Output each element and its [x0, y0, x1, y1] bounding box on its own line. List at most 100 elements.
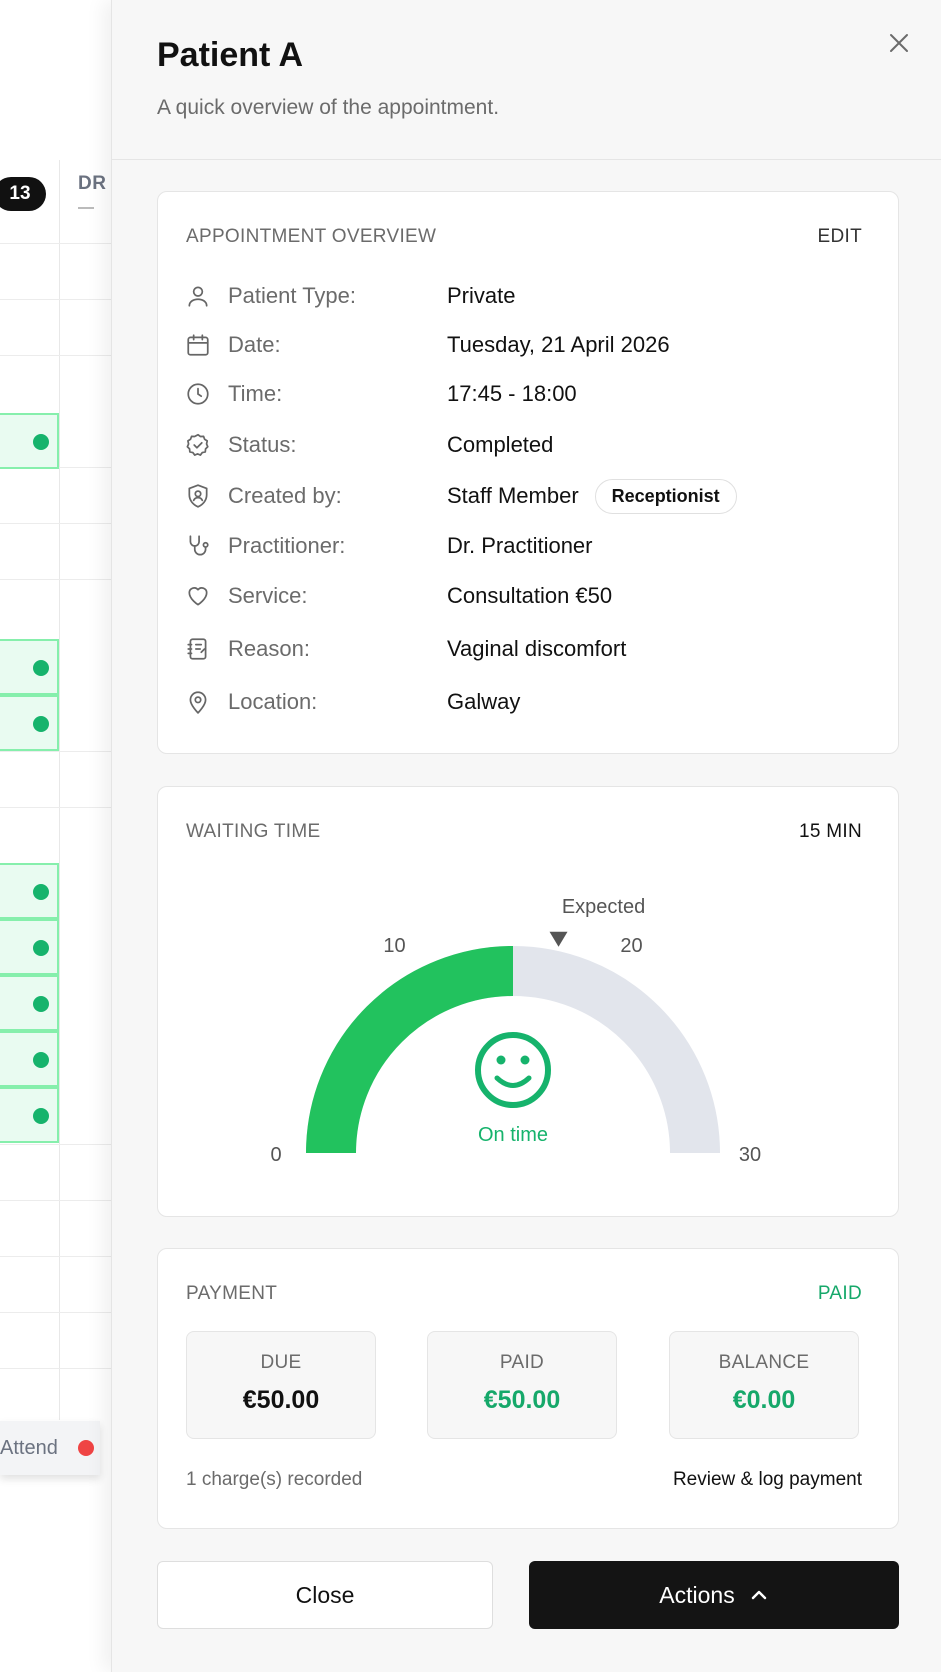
drawer-subtitle: A quick overview of the appointment.	[157, 96, 500, 119]
clock-icon	[184, 380, 212, 408]
grid-line	[0, 355, 113, 356]
appointment-slot[interactable]	[0, 975, 59, 1031]
creator-name: Staff Member	[447, 483, 579, 508]
appointment-slot[interactable]	[0, 1031, 59, 1087]
balance-value: €0.00	[732, 1386, 796, 1414]
detail-label: Date:	[228, 332, 281, 357]
smiley-icon	[475, 1032, 551, 1108]
detail-label: Status:	[228, 432, 297, 457]
detail-label: Created by:	[228, 483, 342, 508]
grid-line	[0, 243, 113, 244]
actions-button[interactable]: Actions	[529, 1561, 899, 1629]
appointment-slot[interactable]	[0, 863, 59, 919]
appointment-slot[interactable]	[0, 919, 59, 975]
detail-value: Dr. Practitioner	[447, 533, 593, 558]
legend-label: Attend	[0, 1436, 58, 1459]
appointment-slot[interactable]	[0, 1087, 59, 1143]
detail-row-created-by: Created by: Staff Member Receptionist	[184, 478, 874, 514]
legend-red-dot	[77, 1440, 94, 1456]
map-pin-icon	[184, 688, 212, 716]
waiting-heading: WAITING TIME	[186, 821, 321, 842]
day-badge[interactable]: 13	[0, 177, 46, 211]
column-header: DR	[78, 173, 107, 194]
detail-label: Location:	[228, 689, 318, 714]
shield-user-icon	[184, 482, 212, 510]
expected-marker	[549, 931, 568, 947]
detail-value: Staff Member Receptionist	[447, 478, 737, 514]
charges-note: 1 charge(s) recorded	[186, 1469, 363, 1490]
balance-label: BALANCE	[718, 1352, 810, 1373]
column-header-underline	[78, 207, 94, 209]
detail-label: Reason:	[228, 636, 310, 661]
status-dot	[33, 716, 49, 732]
status-dot	[33, 434, 49, 450]
detail-row-time: Time: 17:45 - 18:00	[184, 376, 874, 412]
appointment-slot[interactable]	[0, 695, 59, 751]
detail-row-status: Status: Completed	[184, 427, 874, 463]
grid-line	[0, 523, 113, 524]
on-time-label: On time	[478, 1124, 548, 1146]
grid-line	[0, 1368, 113, 1369]
appointment-slot[interactable]	[0, 413, 59, 469]
paid-value: €50.00	[483, 1386, 561, 1414]
detail-label: Service:	[228, 583, 308, 608]
gauge-tick-label: 20	[620, 935, 642, 957]
notebook-icon	[184, 635, 212, 663]
drawer-title: Patient A	[157, 36, 304, 74]
detail-row-practitioner: Practitioner: Dr. Practitioner	[184, 528, 874, 564]
detail-value: Galway	[447, 689, 521, 714]
waiting-gauge: Expected 0 10 20 30 On time	[270, 896, 761, 1166]
status-dot	[33, 940, 49, 956]
status-dot	[33, 996, 49, 1012]
grid-line	[0, 299, 113, 300]
appointment-drawer: Patient A A quick overview of the appoin…	[111, 0, 941, 1672]
appointment-overview-card: APPOINTMENT OVERVIEW EDIT Patient Type: …	[157, 191, 899, 754]
heart-icon	[184, 582, 212, 610]
overview-heading: APPOINTMENT OVERVIEW	[186, 226, 437, 247]
paid-box: PAID €50.00	[427, 1331, 617, 1439]
payment-status-badge: PAID	[817, 1283, 862, 1304]
grid-line	[0, 1144, 113, 1145]
detail-row-reason: Reason: Vaginal discomfort	[184, 631, 874, 667]
status-dot	[33, 1052, 49, 1068]
paid-label: PAID	[499, 1352, 545, 1373]
drawer-header: Patient A A quick overview of the appoin…	[112, 0, 941, 160]
due-label: DUE	[260, 1352, 302, 1373]
edit-button[interactable]: EDIT	[817, 226, 862, 247]
detail-value: Vaginal discomfort	[447, 636, 627, 661]
detail-value: Private	[447, 283, 516, 308]
detail-row-location: Location: Galway	[184, 684, 874, 720]
role-badge: Receptionist	[594, 478, 737, 514]
detail-row-date: Date: Tuesday, 21 April 2026	[184, 327, 874, 363]
grid-line	[0, 1312, 113, 1313]
grid-line	[0, 1256, 113, 1257]
detail-label: Practitioner:	[228, 533, 346, 558]
due-value: €50.00	[242, 1386, 320, 1414]
gauge-tick-label: 30	[739, 1144, 761, 1166]
review-payment-link[interactable]: Review & log payment	[672, 1469, 862, 1490]
grid-line	[0, 751, 113, 752]
detail-value: Tuesday, 21 April 2026	[447, 332, 670, 357]
expected-label: Expected	[562, 896, 645, 918]
calendar-background: 13 DR Attend	[0, 0, 113, 1672]
grid-line	[0, 807, 113, 808]
detail-label: Patient Type:	[228, 283, 357, 308]
status-dot	[33, 1108, 49, 1124]
status-dot	[33, 660, 49, 676]
gauge-tick-label: 0	[270, 1144, 281, 1166]
detail-row-patient-type: Patient Type: Private	[184, 278, 874, 314]
close-button[interactable]: Close	[157, 1561, 493, 1629]
detail-value: 17:45 - 18:00	[447, 381, 577, 406]
payment-card: PAYMENT PAID DUE €50.00 PAID €50.00 BALA…	[157, 1248, 899, 1529]
waiting-value: 15 MIN	[798, 821, 862, 842]
payment-heading: PAYMENT	[186, 1283, 278, 1304]
grid-line	[0, 579, 113, 580]
close-icon[interactable]	[886, 30, 912, 56]
appointment-slot[interactable]	[0, 639, 59, 695]
detail-value: Completed	[447, 432, 554, 457]
status-legend: Attend	[0, 1421, 100, 1475]
grid-divider	[59, 160, 60, 1420]
detail-row-service: Service: Consultation €50	[184, 578, 874, 614]
detail-label: Time:	[228, 381, 283, 406]
due-box: DUE €50.00	[186, 1331, 376, 1439]
